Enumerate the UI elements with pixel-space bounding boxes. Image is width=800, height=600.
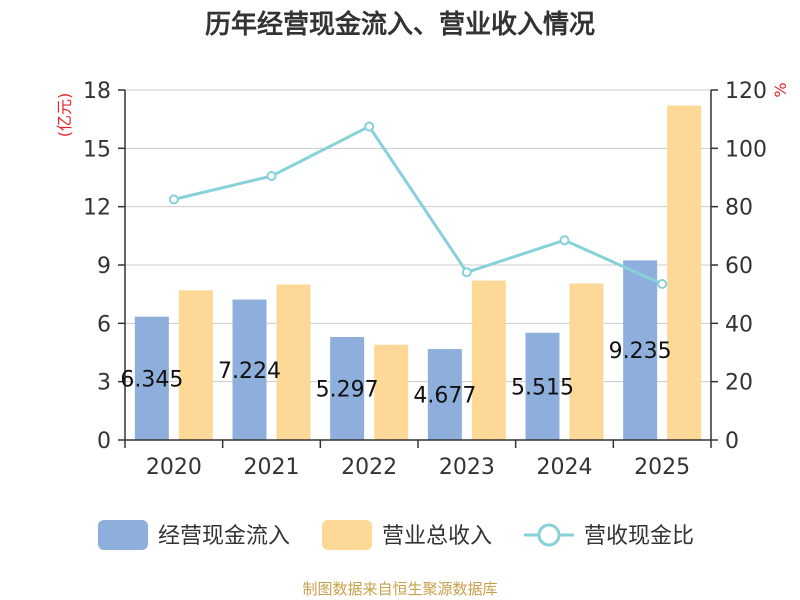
series-line [173, 124, 663, 286]
chart-title: 历年经营现金流入、营业收入情况 [205, 9, 595, 40]
y-right-tick-label: 0 [725, 429, 739, 454]
bar [232, 299, 267, 440]
bar-value-label: 5.297 [316, 378, 379, 403]
x-tick-label: 2024 [537, 455, 593, 480]
bar-value-label: 9.235 [609, 339, 672, 364]
y-right-tick-label: 120 [725, 79, 767, 104]
bar [178, 290, 213, 440]
bar [623, 260, 658, 440]
bar [569, 283, 604, 440]
y-left-tick-label: 9 [97, 254, 111, 279]
x-tick-label: 2020 [146, 455, 202, 480]
bars [134, 105, 702, 441]
line-point [168, 194, 179, 205]
line-point [266, 171, 277, 182]
legend[interactable]: 经营现金流入 营业总收入 营收现金比 [98, 520, 694, 550]
bar-value-label: 4.677 [413, 384, 476, 409]
bar [134, 316, 169, 440]
bar [427, 349, 462, 440]
bar [330, 337, 365, 440]
right-axis-unit: % [771, 82, 790, 97]
line-point [559, 235, 570, 246]
y-left-tick-label: 3 [97, 371, 111, 396]
legend-label: 经营现金流入 [158, 524, 290, 549]
source-note: 制图数据来自恒生聚源数据库 [302, 580, 497, 598]
bar-value-label: 6.345 [120, 367, 183, 392]
left-axis-unit: (亿元) [55, 93, 74, 138]
bar [374, 344, 409, 440]
axes: 0 3 6 9 12 15 18 0 20 40 60 80 100 120 2020 2021 2022 202… [83, 79, 767, 480]
x-tick-label: 2021 [244, 455, 300, 480]
bar [276, 284, 311, 440]
y-left-tick-label: 6 [97, 312, 111, 337]
bar [525, 332, 560, 440]
legend-swatch [322, 520, 372, 550]
bar-value-label: 5.515 [511, 375, 574, 400]
x-tick-label: 2023 [439, 455, 495, 480]
legend-swatch [98, 520, 148, 550]
legend-marker [537, 523, 561, 547]
y-left-tick-label: 15 [83, 137, 111, 162]
y-right-tick-label: 60 [725, 254, 753, 279]
legend-label: 营业总收入 [382, 524, 492, 549]
bar [667, 105, 702, 441]
ratio-line [168, 121, 668, 289]
data-labels: 6.345 7.224 5.297 4.677 5.515 9.235 [120, 339, 671, 408]
line-point [461, 267, 472, 278]
y-left-tick-label: 12 [83, 196, 111, 221]
line-point [657, 278, 668, 289]
x-tick-label: 2025 [634, 455, 690, 480]
line-point [364, 121, 375, 132]
bar-value-label: 7.224 [218, 359, 281, 384]
x-tick-label: 2022 [341, 455, 397, 480]
y-left-tick-label: 18 [83, 79, 111, 104]
y-right-tick-label: 40 [725, 312, 753, 337]
y-right-tick-label: 20 [725, 371, 753, 396]
y-left-tick-label: 0 [97, 429, 111, 454]
legend-label: 营收现金比 [584, 524, 694, 549]
y-right-tick-label: 100 [725, 137, 767, 162]
gridlines [125, 89, 711, 383]
bar [471, 280, 506, 440]
y-right-tick-label: 80 [725, 196, 753, 221]
